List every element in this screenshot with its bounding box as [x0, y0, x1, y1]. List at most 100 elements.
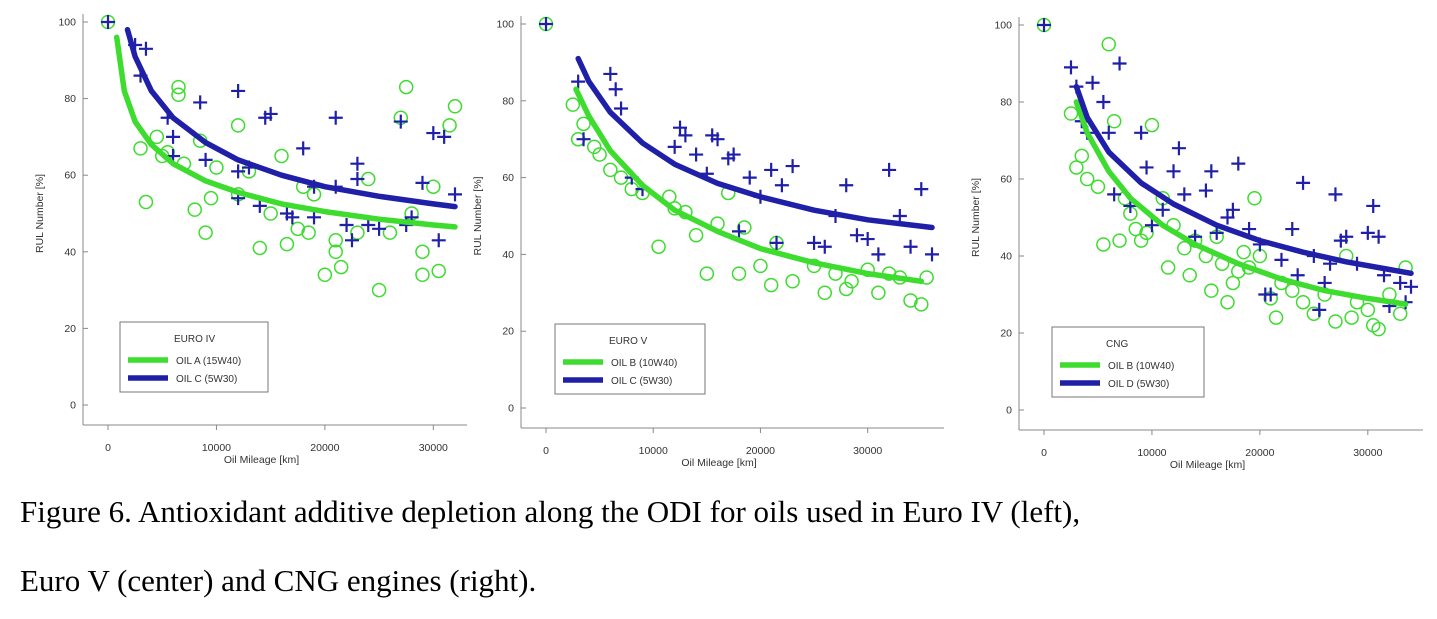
- data-point-plus: [849, 228, 864, 243]
- chart-panel-3: 0 20 40 60 80 100 0 10000 20000 30000 Oil Mileage …: [970, 17, 1423, 471]
- legend: CNG OIL B (10W40) OIL D (5W30): [1051, 326, 1205, 398]
- data-point-circle: [209, 160, 224, 175]
- data-point-plus: [350, 172, 365, 187]
- data-point-circle: [447, 99, 463, 114]
- data-point-plus: [1204, 164, 1219, 179]
- x-tick-label: 10000: [1137, 447, 1166, 459]
- data-point-plus: [372, 221, 387, 236]
- data-point-plus: [871, 247, 886, 262]
- data-point-circle: [1063, 106, 1079, 121]
- data-point-plus: [426, 126, 441, 141]
- data-point-circle: [914, 297, 929, 312]
- data-point-circle: [138, 194, 154, 210]
- y-tick-label: 100: [496, 19, 514, 31]
- data-point-plus: [576, 132, 591, 147]
- y-tick-label: 60: [64, 170, 76, 182]
- data-point-plus: [1139, 160, 1154, 175]
- x-axis-label: Oil Mileage [km]: [1170, 459, 1245, 471]
- data-point-circle: [565, 97, 581, 112]
- data-point-plus: [193, 95, 208, 110]
- data-point-circle: [1144, 117, 1160, 133]
- data-point-plus: [339, 217, 354, 232]
- data-point-circle: [1225, 275, 1241, 291]
- data-point-circle: [1079, 171, 1095, 187]
- data-point-plus: [263, 106, 278, 121]
- data-point-plus: [726, 147, 741, 162]
- data-point-circle: [1101, 37, 1117, 52]
- data-point-plus: [732, 224, 746, 239]
- data-point-circle: [328, 233, 343, 248]
- data-point-circle: [1090, 179, 1106, 194]
- data-point-circle: [1220, 294, 1235, 310]
- data-point-circle: [651, 239, 666, 254]
- data-point-circle: [699, 266, 715, 281]
- data-point-circle: [1295, 294, 1311, 310]
- chart-panel-2: 0 20 40 60 80 100 0 10000 20000 30000 Oil Mileage …: [472, 16, 944, 469]
- y-tick-label: 100: [994, 20, 1012, 32]
- legend: EURO IV OIL A (15W40) OIL C (5W30): [119, 321, 269, 393]
- data-point-circle: [603, 162, 618, 178]
- data-point-circle: [203, 190, 219, 206]
- data-point-circle: [333, 259, 349, 275]
- data-point-circle: [844, 274, 859, 289]
- data-point-circle: [1392, 306, 1408, 321]
- data-point-plus: [393, 114, 408, 129]
- y-tick-label: 80: [1000, 97, 1012, 109]
- data-point-circle: [328, 244, 343, 260]
- x-tick-label: 0: [543, 445, 549, 457]
- data-point-circle: [1112, 233, 1127, 248]
- data-point-plus: [774, 178, 789, 193]
- y-tick-label: 20: [64, 323, 76, 335]
- data-point-plus: [350, 156, 365, 171]
- data-point-circle: [442, 118, 457, 133]
- data-point-circle: [1371, 321, 1386, 337]
- data-point-plus: [667, 139, 682, 154]
- data-point-circle: [1133, 233, 1149, 248]
- data-point-circle: [919, 270, 934, 285]
- y-tick-label: 0: [70, 400, 76, 412]
- data-point-circle: [350, 225, 365, 240]
- data-point-plus: [1225, 202, 1240, 217]
- data-point-plus: [198, 152, 213, 167]
- data-point-plus: [860, 232, 875, 247]
- data-point-circle: [1204, 283, 1219, 298]
- data-point-plus: [1220, 210, 1235, 225]
- y-tick-label: 20: [502, 326, 514, 338]
- x-tick-label: 30000: [419, 442, 448, 454]
- data-point-plus: [1209, 225, 1224, 240]
- legend-label: OIL C (5W30): [176, 374, 237, 385]
- y-tick-label: 40: [64, 246, 76, 258]
- legend-label: OIL D (5W30): [1108, 379, 1169, 390]
- data-point-plus: [1366, 198, 1381, 213]
- data-point-circle: [688, 227, 704, 243]
- fit-curve-green: [573, 86, 925, 285]
- fit-curve-green: [1073, 99, 1409, 307]
- data-point-plus: [914, 182, 929, 197]
- y-tick-label: 40: [502, 249, 514, 261]
- data-point-plus: [1144, 218, 1159, 233]
- x-tick-label: 10000: [202, 442, 231, 454]
- data-point-plus: [1198, 183, 1213, 198]
- data-point-plus: [1339, 229, 1354, 244]
- data-point-plus: [1404, 279, 1418, 294]
- data-point-circle: [317, 267, 333, 283]
- data-point-plus: [166, 129, 181, 144]
- data-point-circle: [263, 206, 278, 221]
- data-point-circle: [731, 266, 747, 281]
- y-tick-label: 40: [1000, 251, 1012, 263]
- legend-title: EURO IV: [174, 334, 215, 345]
- data-point-plus: [1107, 187, 1122, 202]
- data-point-circle: [133, 141, 148, 156]
- data-point-plus: [1312, 302, 1327, 317]
- data-point-plus: [1177, 187, 1192, 202]
- data-point-circle: [871, 285, 886, 301]
- data-point-plus: [571, 74, 586, 89]
- data-point-plus: [710, 132, 725, 147]
- y-tick-label: 60: [502, 172, 514, 184]
- data-point-circle: [279, 236, 295, 252]
- data-point-circle: [1160, 260, 1176, 275]
- data-point-circle: [415, 267, 430, 283]
- data-point-circle: [753, 258, 768, 274]
- data-point-plus: [614, 101, 629, 116]
- data-point-plus: [1263, 287, 1278, 302]
